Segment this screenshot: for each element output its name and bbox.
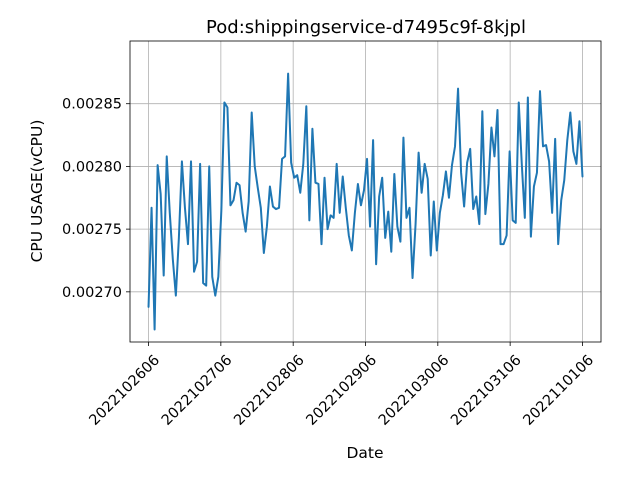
y-axis-ticks: 0.00270 0.00275 0.00280 0.00285 <box>62 97 130 301</box>
series-group <box>147 72 584 331</box>
y-tick-label: 0.00285 <box>62 97 122 113</box>
y-tick-label: 0.00270 <box>62 285 122 301</box>
series-line <box>147 72 584 331</box>
y-axis-label: CPU USAGE(vCPU) <box>28 120 46 263</box>
y-tick-label: 0.00275 <box>62 222 122 238</box>
x-axis-label: Date <box>346 444 383 462</box>
chart-title: Pod:shippingservice-d7495c9f-8kjpl <box>206 17 526 38</box>
y-tick-label: 0.00280 <box>62 159 122 175</box>
